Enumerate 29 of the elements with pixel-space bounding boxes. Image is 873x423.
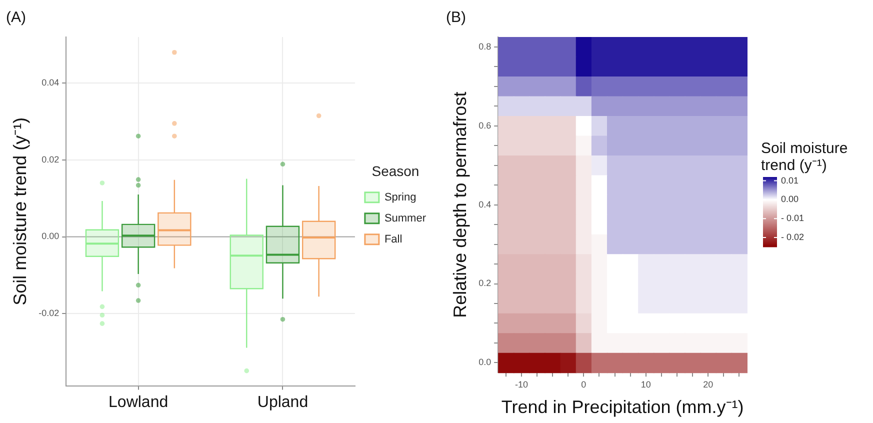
color-bar-label: - 0.02	[781, 232, 804, 242]
color-bar-label: - 0.01	[781, 213, 804, 224]
y-tick-label: 0.6	[478, 120, 492, 130]
y-tick-label: 0.4	[478, 199, 492, 210]
legend-label: Spring	[384, 191, 416, 204]
y-tick-label: 0.00	[42, 231, 60, 242]
x-tick-label: 0	[581, 379, 586, 390]
chart-title: (A)	[6, 9, 26, 26]
legend-title: Season	[372, 162, 420, 179]
y-axis-title: Relative depth to permafrost	[450, 92, 470, 318]
legend-label: Summer	[384, 212, 426, 224]
y-tick-label: -0.02	[38, 308, 60, 318]
x-tick-label: 10	[640, 379, 651, 390]
color-bar-label: 0.01	[781, 175, 799, 186]
x-tick-label: -10	[514, 379, 528, 390]
legend-label: Fall	[384, 233, 402, 246]
x-tick-label: Lowland	[108, 394, 168, 411]
x-axis-title: Trend in Precipitation (mm.y⁻¹)	[501, 397, 744, 418]
color-bar-label: 0.00	[781, 194, 799, 204]
chart-title: (B)	[446, 9, 466, 26]
x-tick-label: 20	[703, 379, 714, 390]
y-tick-label: 0.04	[42, 78, 60, 88]
y-tick-label: 0.0	[478, 357, 492, 368]
y-tick-label: 0.8	[478, 41, 492, 52]
y-tick-label: 0.2	[478, 278, 492, 288]
y-tick-label: 0.02	[42, 154, 60, 164]
y-axis-title: Soil moisture trend (y⁻¹)	[10, 117, 30, 306]
x-tick-label: Upland	[257, 394, 308, 411]
color-bar-title: Soil moisture trend (y⁻¹)	[761, 140, 848, 174]
